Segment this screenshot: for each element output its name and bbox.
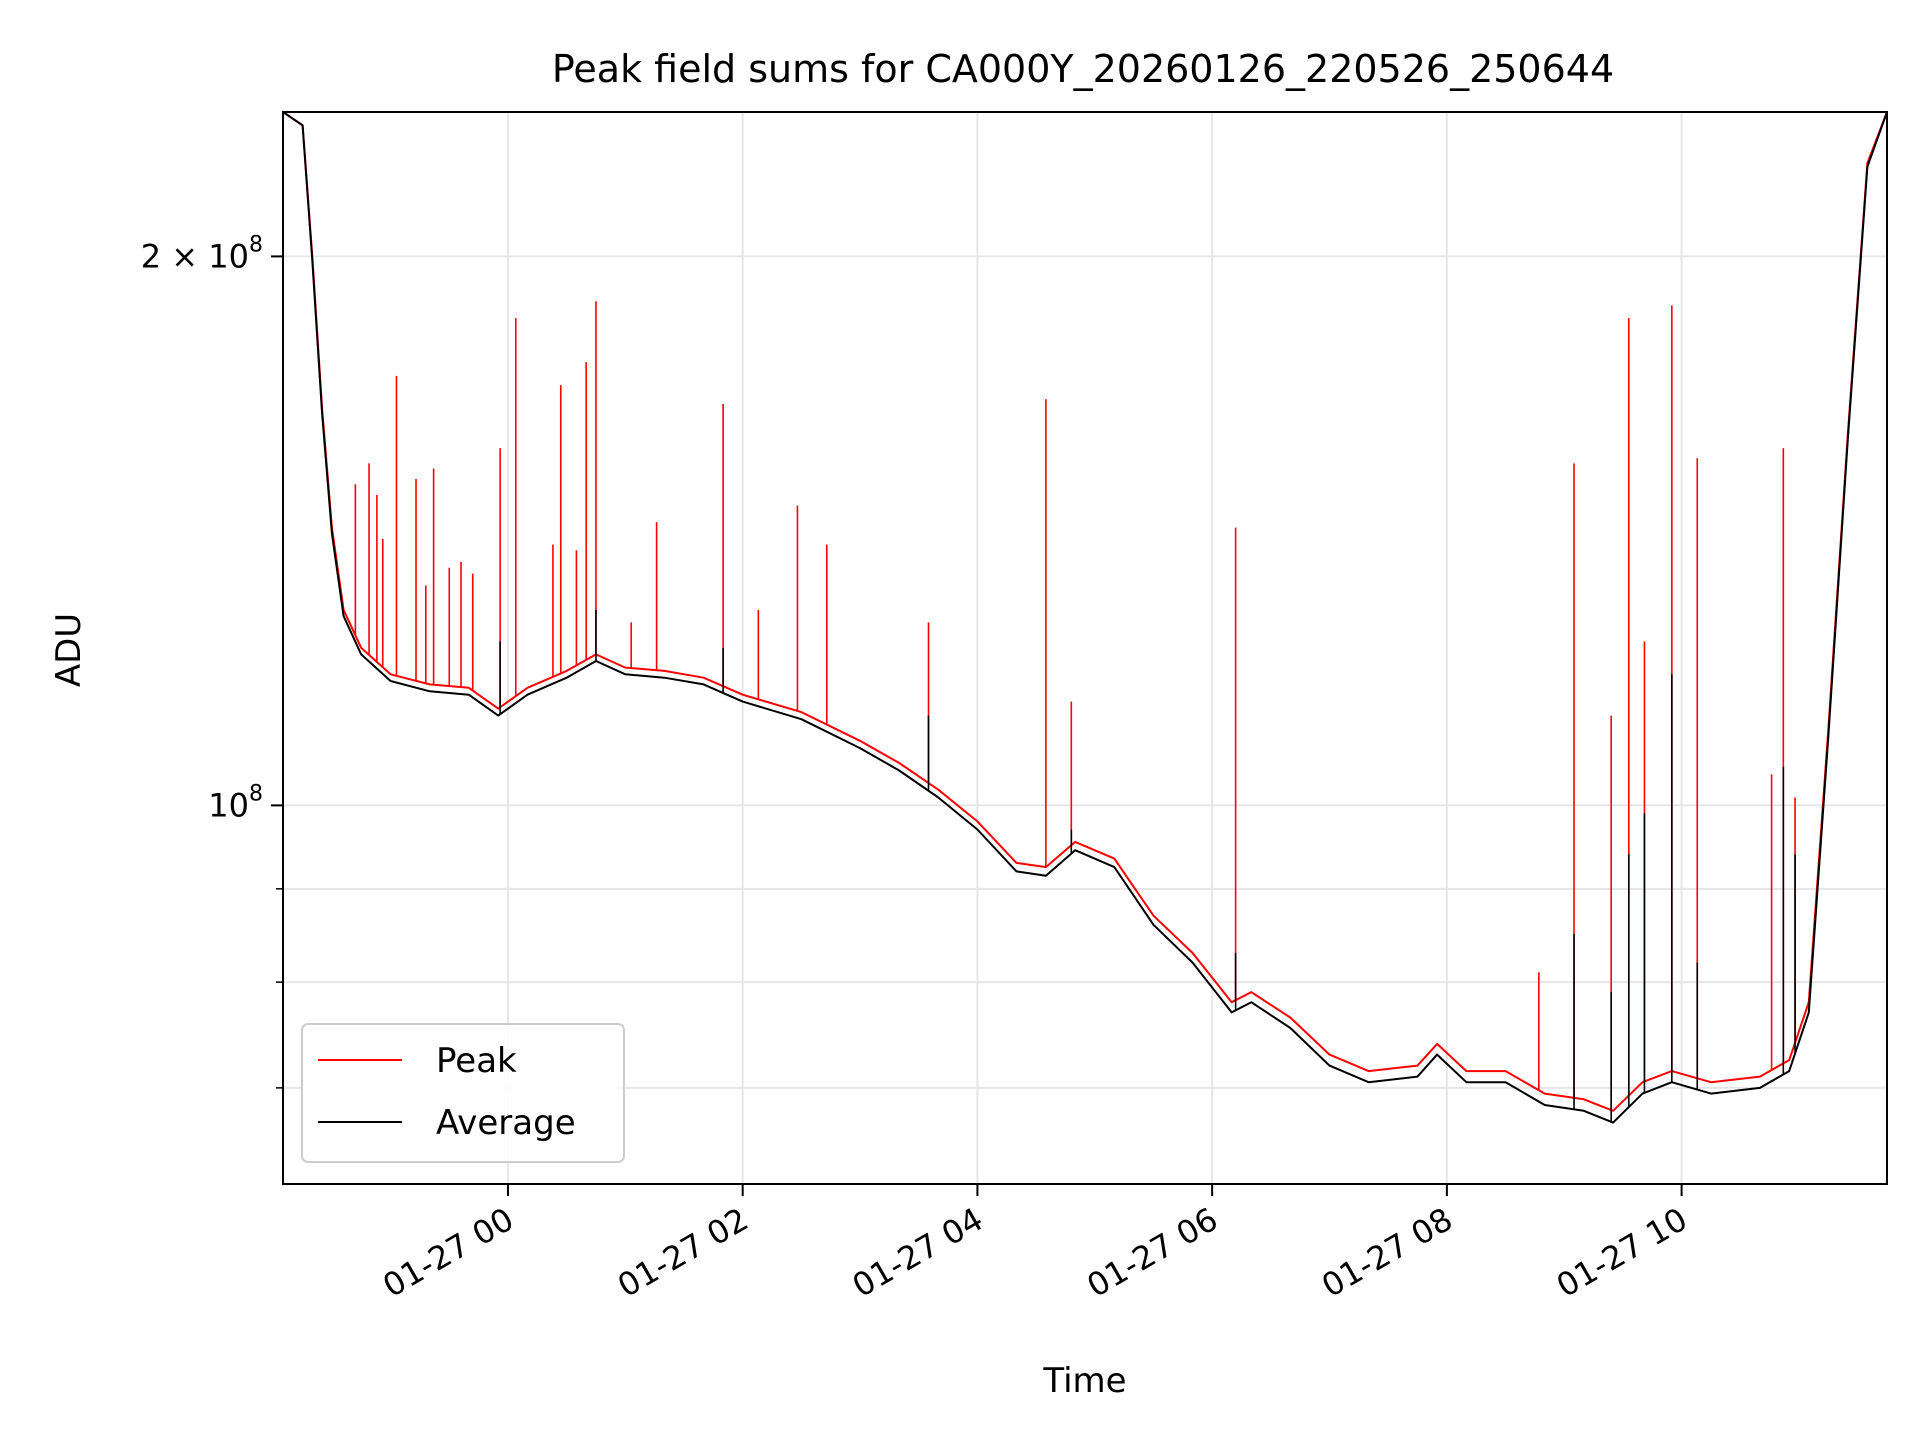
y-axis-label: ADU xyxy=(49,613,89,687)
plot-frame xyxy=(282,111,1888,1185)
chart-title: Peak field sums for CA000Y_20260126_2205… xyxy=(552,47,1614,91)
y-axis: 108 2 × 108 xyxy=(141,232,283,1089)
x-axis-label: Time xyxy=(1042,1361,1126,1401)
legend-label-average: Average xyxy=(436,1103,576,1143)
series-line-peak xyxy=(283,112,1887,1112)
grid-lines xyxy=(283,112,1887,1184)
y-tick-label: 108 xyxy=(208,781,263,824)
series-line-average xyxy=(283,112,1887,1124)
legend-label-peak: Peak xyxy=(436,1041,517,1081)
legend-box xyxy=(301,1023,625,1163)
y-tick-label: 2 × 108 xyxy=(141,232,263,275)
series-layer xyxy=(283,112,1887,1124)
legend: Peak Average xyxy=(301,1023,625,1163)
